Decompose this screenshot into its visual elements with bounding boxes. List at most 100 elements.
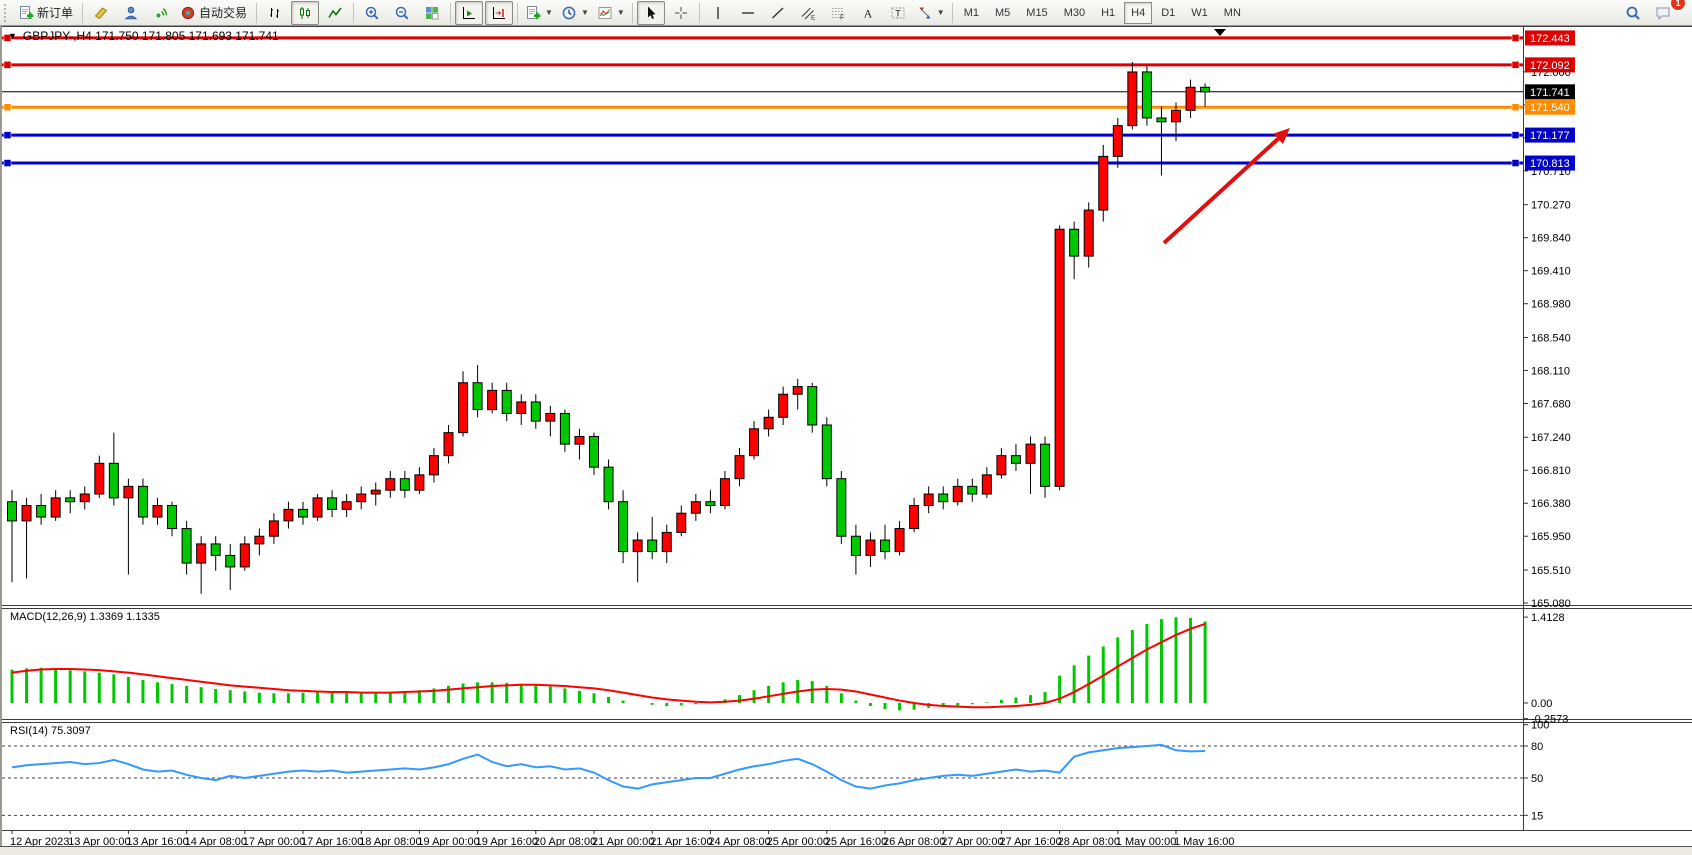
search-icon — [1626, 6, 1640, 20]
candle-body — [981, 474, 992, 495]
periods-icon — [562, 6, 576, 19]
chevron-down-icon[interactable]: ▼ — [580, 8, 589, 17]
candle-body — [327, 497, 338, 510]
autotrade-button[interactable]: 自动交易 — [177, 1, 252, 25]
horizontal-line-button[interactable] — [734, 1, 762, 25]
candle-body — [850, 535, 861, 556]
chevron-down-icon[interactable]: ▼ — [936, 8, 945, 17]
price-badges: 172.443 172.092 171.741 171.540 171.177 170.8… — [1525, 30, 1575, 171]
indicators-button[interactable]: ▼ — [522, 1, 556, 25]
time-tick-label: 19 Apr 00:00 — [417, 836, 479, 848]
line-handle-left[interactable] — [3, 61, 12, 69]
auto-scroll-button[interactable] — [455, 0, 484, 25]
chevron-down-icon[interactable]: ▼ — [616, 8, 625, 17]
toolbar-separator — [951, 2, 953, 23]
toolbar-separator — [698, 2, 700, 23]
candle-body — [967, 485, 978, 495]
line-handle-right[interactable] — [1511, 131, 1520, 139]
svg-text:E: E — [811, 14, 816, 21]
search-button[interactable] — [1619, 1, 1647, 25]
price-badge — [1525, 99, 1575, 115]
price-badge — [1525, 127, 1575, 143]
rsi-level-lines — [2, 745, 1523, 816]
timeframe-h1-button[interactable]: H1 — [1101, 6, 1116, 19]
pane-borders — [2, 26, 1692, 831]
line-handle-left[interactable] — [3, 159, 12, 167]
trendline-button[interactable] — [764, 1, 792, 25]
text-label-icon: T — [891, 7, 905, 18]
candle-body — [880, 539, 890, 553]
chart-canvas: 172.000171.570171.140170.710170.270169.8… — [2, 26, 1692, 848]
chat-button[interactable] — [1649, 1, 1677, 25]
candle-body — [1200, 86, 1211, 93]
timeframe-mn-button[interactable]: MN — [1223, 6, 1241, 19]
line-chart-mode-button[interactable] — [321, 1, 349, 25]
candle-body — [603, 466, 614, 503]
candle-body — [909, 505, 920, 530]
chevron-down-icon[interactable]: ▼ — [545, 8, 553, 17]
candle-body — [1025, 443, 1036, 464]
candle-body — [370, 489, 381, 495]
line-handle-left[interactable] — [3, 131, 12, 139]
candle-body — [399, 478, 410, 491]
rsi-tick-label: 50 — [1531, 773, 1543, 785]
chart-shift-button[interactable] — [485, 0, 514, 25]
line-handle-left[interactable] — [3, 34, 12, 42]
price-badge-label: 170.813 — [1530, 158, 1570, 170]
time-tick-label: 1 May 00:00 — [1116, 836, 1177, 848]
timeframe-m15-button[interactable]: M15 — [1026, 6, 1048, 19]
price-badge-label: 171.741 — [1530, 87, 1570, 99]
bar-chart-mode-button[interactable] — [261, 1, 289, 25]
fibonacci-button[interactable]: F — [824, 1, 852, 25]
chart-shift-marker[interactable] — [1214, 29, 1226, 36]
candle-body — [778, 393, 789, 418]
candle-body — [312, 497, 323, 518]
templates-button[interactable]: ▼ — [594, 1, 628, 25]
trend-arrow-shaft[interactable] — [1162, 137, 1280, 245]
line-handle-right[interactable] — [1511, 103, 1520, 111]
text-button[interactable]: A — [854, 1, 882, 25]
timeframe-m5-button[interactable]: M5 — [995, 6, 1011, 19]
line-handle-left[interactable] — [3, 103, 12, 111]
candle-body — [618, 501, 629, 553]
time-tick-label: 17 Apr 16:00 — [301, 836, 363, 848]
vertical-line-button[interactable] — [704, 1, 732, 25]
text-icon: A — [863, 6, 872, 20]
line-handle-right[interactable] — [1511, 159, 1520, 167]
window-menu-icon[interactable]: ▼ — [8, 31, 17, 41]
periods-button[interactable]: ▼ — [558, 1, 592, 25]
candle-body — [661, 531, 672, 553]
timeframe-h4-button[interactable]: H4 — [1124, 1, 1153, 24]
signals-button[interactable] — [147, 1, 175, 25]
toolbar-separator — [256, 2, 258, 23]
timeframe-m30-button[interactable]: M30 — [1063, 6, 1086, 19]
time-tick-label: 1 May 16:00 — [1174, 836, 1235, 848]
zoom-in-button[interactable] — [358, 1, 386, 25]
price-tick-label: 169.840 — [1531, 233, 1571, 245]
zoom-out-button[interactable] — [388, 1, 416, 25]
line-handle-right[interactable] — [1511, 61, 1520, 69]
equidistant-channel-button[interactable]: E — [794, 1, 822, 25]
timeframe-w1-button[interactable]: W1 — [1191, 6, 1208, 19]
line-handle-right[interactable] — [1511, 34, 1520, 42]
price-tick-label: 166.380 — [1531, 498, 1571, 510]
candlestick-mode-button[interactable] — [291, 0, 320, 25]
indicators-icon — [527, 5, 541, 19]
trend-arrow-head[interactable] — [1273, 128, 1290, 144]
profiles-button[interactable] — [117, 1, 145, 25]
text-label-button[interactable]: T — [884, 1, 912, 25]
new-order-button[interactable]: 新订单 — [15, 1, 78, 25]
styler-button[interactable] — [87, 1, 115, 25]
time-tick-label: 19 Apr 16:00 — [476, 836, 538, 848]
crosshair-button[interactable] — [667, 1, 695, 25]
timeframe-m1-button[interactable]: M1 — [963, 6, 979, 19]
trend-arrow-annotation[interactable] — [1162, 128, 1290, 245]
candle-body — [268, 520, 279, 537]
price-lines — [2, 34, 1523, 167]
cursor-button[interactable] — [636, 0, 665, 25]
tile-windows-button[interactable] — [418, 1, 446, 25]
arrows-button[interactable]: ▼ — [914, 1, 948, 25]
timeframe-d1-button[interactable]: D1 — [1161, 6, 1176, 19]
candle-body — [1040, 443, 1051, 487]
